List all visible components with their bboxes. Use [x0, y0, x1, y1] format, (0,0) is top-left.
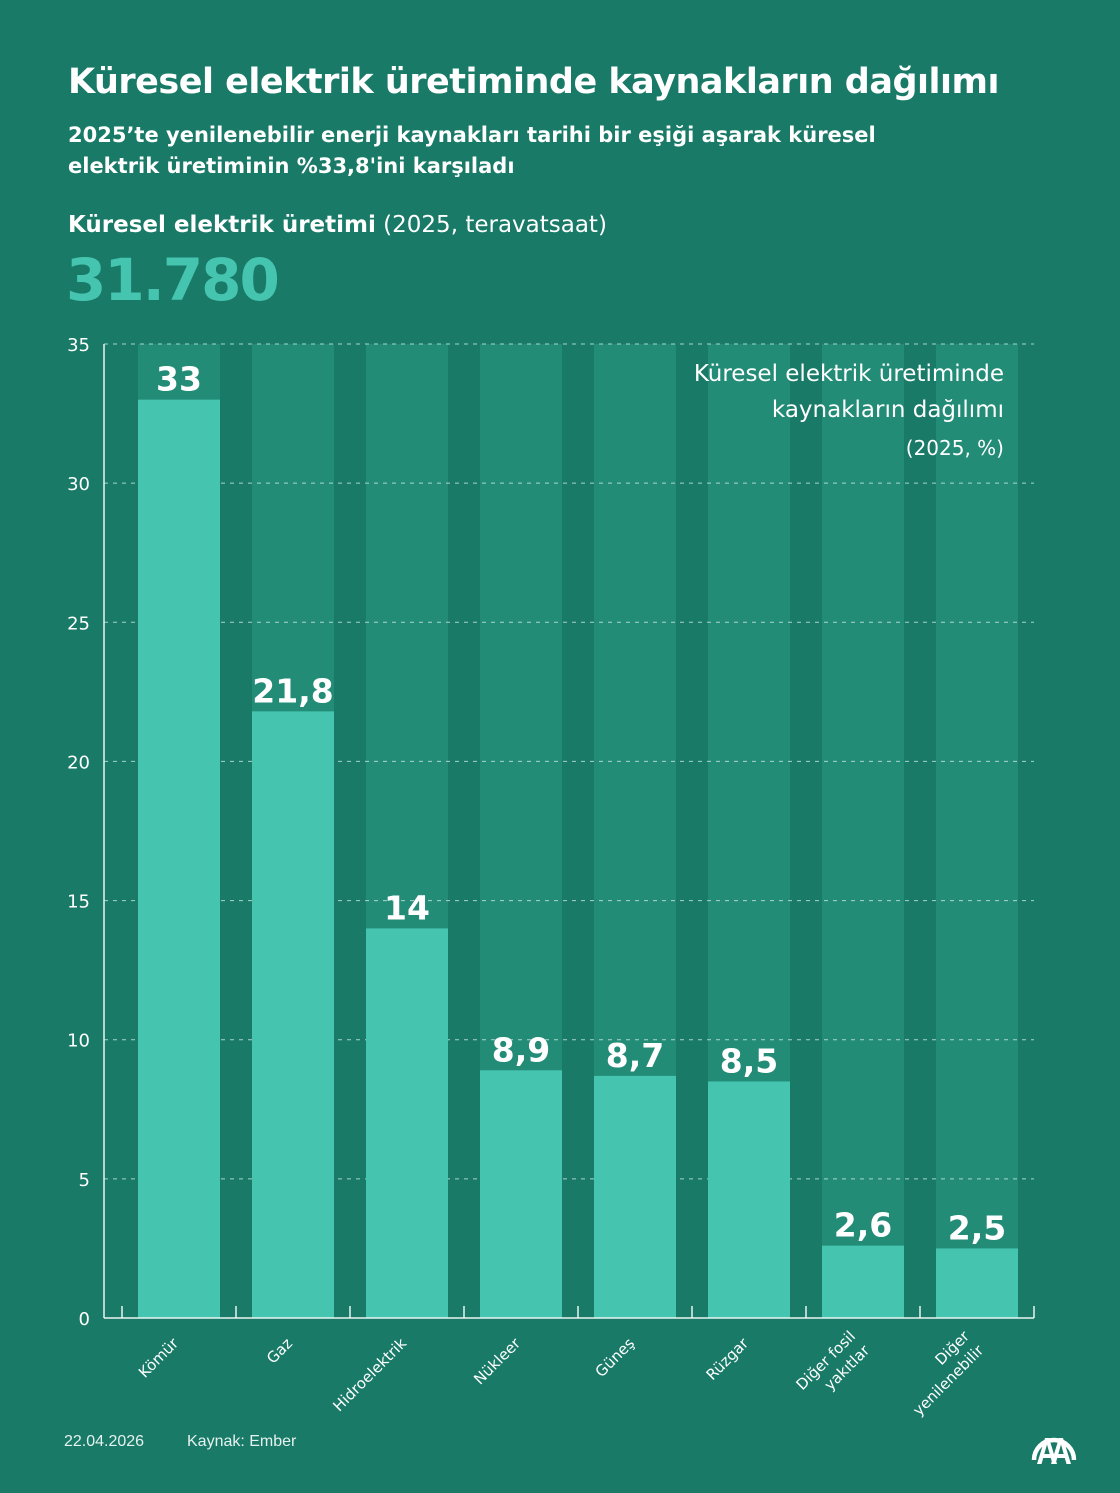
value-label: 8,5	[720, 1041, 778, 1080]
metric-label-unit: (2025, teravatsaat)	[375, 212, 607, 238]
logo-arc	[1031, 1437, 1077, 1461]
bar	[708, 1081, 790, 1318]
column-background	[936, 344, 1018, 1318]
value-label: 21,8	[252, 671, 333, 710]
value-label: 2,5	[948, 1208, 1006, 1247]
y-tick-label: 25	[67, 613, 90, 634]
y-tick-label: 10	[67, 1031, 90, 1052]
y-tick-label: 15	[67, 892, 90, 913]
logo-letter-a-left	[1037, 1438, 1057, 1464]
bar	[366, 928, 448, 1318]
x-tick-labels: Kömür Gaz Hidroelektrik Nükleer Güneş Rüzgar D…	[135, 1327, 988, 1420]
x-tick-label: Gaz	[263, 1334, 296, 1367]
x-tick-label: Kömür	[135, 1334, 183, 1382]
x-tick-label-line: Kömür	[135, 1334, 183, 1382]
value-label: 8,7	[606, 1036, 664, 1075]
bar	[480, 1070, 562, 1318]
x-tick-label: Hidroelektrik	[329, 1334, 410, 1415]
footer-source: Kaynak: Ember	[187, 1433, 297, 1450]
chart-title-line2: kaynakların dağılımı	[772, 397, 1004, 423]
chart-subtitle: (2025, %)	[906, 436, 1004, 460]
x-tick-label-line: Güneş	[592, 1334, 639, 1381]
metric-label: Küresel elektrik üretimi (2025, teravats…	[68, 212, 607, 238]
page-title: Küresel elektrik üretiminde kaynakların …	[68, 62, 999, 102]
x-tick-label: Rüzgar	[703, 1334, 753, 1384]
bars	[138, 399, 1018, 1319]
value-label: 33	[156, 360, 202, 399]
y-tick-label: 5	[79, 1170, 90, 1191]
y-tick-label: 20	[67, 752, 90, 773]
x-tick-label-line: Rüzgar	[703, 1334, 753, 1384]
bar	[594, 1075, 676, 1318]
metric-value: 31.780	[66, 246, 280, 314]
value-label: 2,6	[834, 1206, 892, 1245]
x-tick-label-line: Nükleer	[470, 1334, 524, 1388]
bar	[822, 1245, 904, 1318]
x-tick-label-line: Hidroelektrik	[329, 1334, 410, 1415]
x-tick-label: Nükleer	[470, 1334, 524, 1388]
page-subtitle: 2025’te yenilenebilir enerji kaynakları …	[68, 123, 876, 178]
bar	[936, 1248, 1018, 1318]
y-tick-label: 0	[79, 1309, 90, 1330]
bar-chart: 33 21,8 14 8,9 8,7 8,5 2,6 2,5 Kömür Gaz Hidroele…	[67, 335, 1035, 1420]
footer-date: 22.04.2026	[64, 1433, 145, 1450]
bar	[138, 399, 220, 1319]
chart-title: Küresel elektrik üretiminde kaynakların …	[694, 361, 1004, 460]
aa-logo-icon	[1031, 1437, 1077, 1464]
y-tick-label: 35	[67, 335, 90, 356]
x-tick-label-line: Gaz	[263, 1334, 296, 1367]
bar	[252, 711, 334, 1318]
x-tick-label: Güneş	[592, 1334, 639, 1381]
y-tick-label: 30	[67, 474, 90, 495]
value-label: 14	[384, 888, 430, 927]
logo-letter-a-right	[1051, 1438, 1071, 1464]
value-label: 8,9	[492, 1030, 550, 1069]
y-tick-labels: 0 5 10 15 20 25 30 35	[67, 335, 90, 1330]
axes	[103, 344, 1035, 1319]
chart-title-line1: Küresel elektrik üretiminde	[694, 361, 1004, 387]
column-background	[822, 344, 904, 1318]
value-labels: 33 21,8 14 8,9 8,7 8,5 2,6 2,5	[156, 360, 1006, 1248]
metric-label-strong: Küresel elektrik üretimi	[68, 212, 376, 238]
